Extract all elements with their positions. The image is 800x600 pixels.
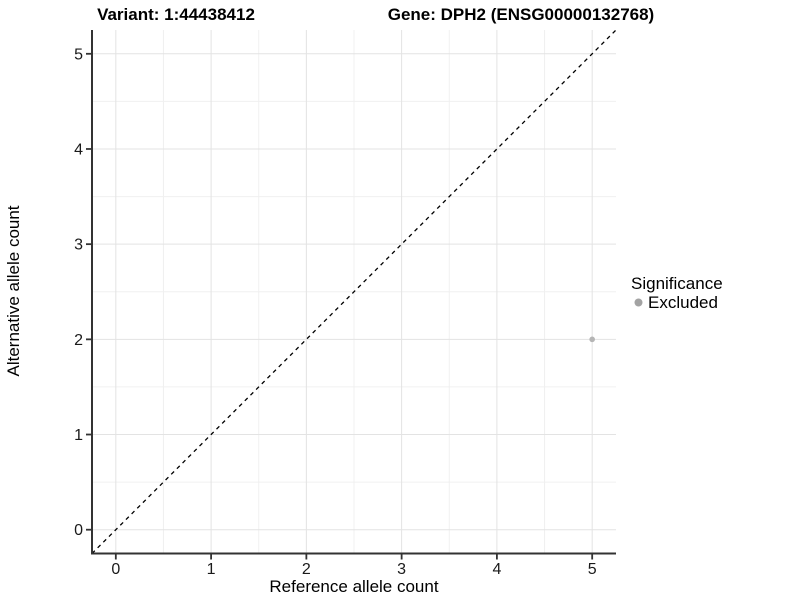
plot-title-variant: Variant: 1:44438412 bbox=[97, 5, 255, 24]
y-tick-label: 2 bbox=[74, 332, 83, 349]
x-tick-label: 1 bbox=[207, 561, 216, 578]
x-axis-ticks bbox=[114, 554, 594, 560]
y-axis-tick-labels: 0 1 2 3 4 5 bbox=[74, 46, 83, 539]
gridlines-major bbox=[92, 30, 616, 554]
legend-swatch-excluded-icon bbox=[634, 298, 643, 307]
y-tick-label: 1 bbox=[74, 427, 83, 444]
identity-reference-line bbox=[91, 29, 617, 554]
x-tick-label: 5 bbox=[588, 561, 597, 578]
y-tick-label: 4 bbox=[74, 141, 83, 158]
x-axis-tick-labels: 0 1 2 3 4 5 bbox=[111, 561, 596, 578]
y-tick-label: 0 bbox=[74, 522, 83, 539]
y-axis-label: Alternative allele count bbox=[4, 205, 23, 376]
legend: Significance Excluded bbox=[631, 274, 723, 312]
y-tick-label: 3 bbox=[74, 237, 83, 254]
legend-label-excluded: Excluded bbox=[648, 293, 718, 312]
y-tick-label: 5 bbox=[74, 46, 83, 63]
data-point bbox=[589, 336, 595, 343]
y-axis-ticks bbox=[86, 52, 91, 531]
x-tick-label: 4 bbox=[492, 561, 501, 578]
x-tick-label: 3 bbox=[397, 561, 406, 578]
x-tick-label: 0 bbox=[111, 561, 120, 578]
plot-title-gene: Gene: DPH2 (ENSG00000132768) bbox=[388, 5, 654, 24]
legend-title: Significance bbox=[631, 274, 723, 293]
data-points bbox=[589, 336, 595, 343]
x-axis-label: Reference allele count bbox=[269, 577, 438, 596]
x-tick-label: 2 bbox=[302, 561, 311, 578]
